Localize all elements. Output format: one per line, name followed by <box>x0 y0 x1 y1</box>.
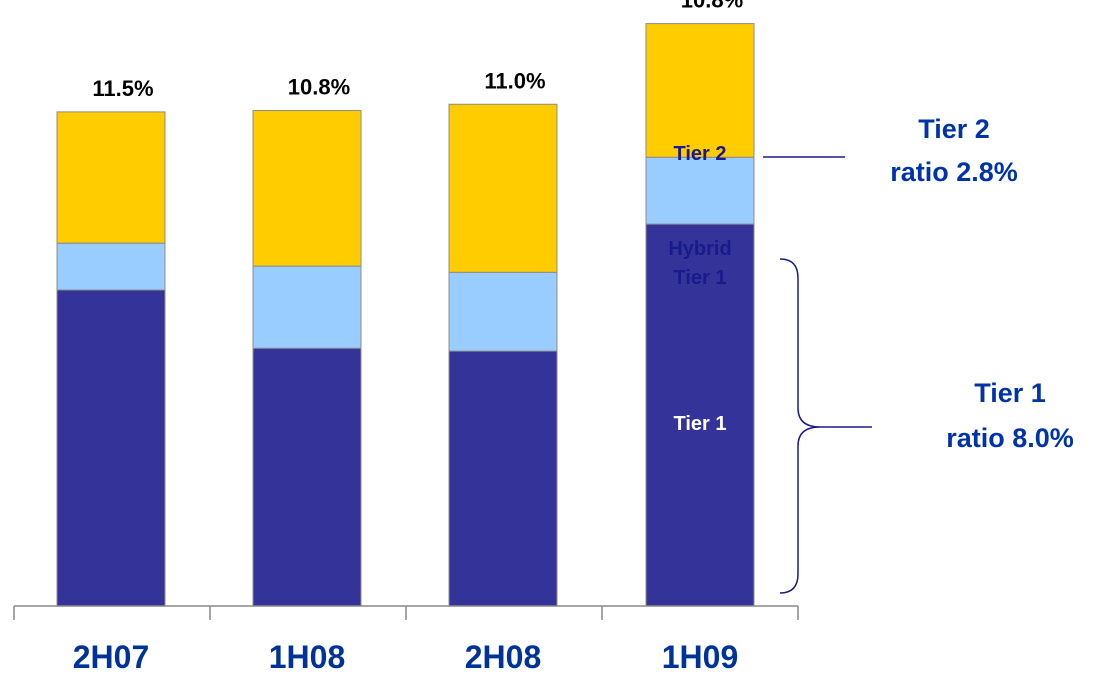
bar-segment-tier2-2h07 <box>56 111 166 244</box>
category-labels: 2H07 1H08 2H08 1H09 <box>73 639 739 675</box>
bar-segment-hybrid-tier1-2h07 <box>56 242 166 291</box>
bars-group <box>56 23 755 607</box>
segment-label-tier2: Tier 2 <box>674 143 727 165</box>
category-label-1h09: 1H09 <box>662 639 739 675</box>
tier1-brace <box>779 258 872 594</box>
category-label-2h07: 2H07 <box>73 639 150 675</box>
total-label-1h09: 10.8% <box>681 0 743 13</box>
bar-segment-hybrid-tier1-2h08 <box>448 271 558 352</box>
bar-segment-hybrid-tier1-1h09 <box>645 156 755 225</box>
category-label-2h08: 2H08 <box>465 639 542 675</box>
tier1-annotation-line1: Tier 1 <box>974 378 1046 408</box>
tier2-annotation-line1: Tier 2 <box>918 114 990 144</box>
tier2-annotation-line2: ratio 2.8% <box>890 157 1018 187</box>
segment-label-hybrid-line2: Tier 1 <box>674 267 727 289</box>
x-axis <box>13 605 799 620</box>
bar-segment-tier1-1h09 <box>645 223 755 607</box>
bar-segment-tier1-1h08 <box>252 347 362 607</box>
tier1-annotation-line2: ratio 8.0% <box>946 423 1074 453</box>
total-labels: 11.5% 10.8% 11.0% 10.8% <box>92 0 743 101</box>
bar-segment-tier1-2h07 <box>56 289 166 607</box>
category-label-1h08: 1H08 <box>269 639 346 675</box>
segment-label-tier1: Tier 1 <box>674 413 727 435</box>
bar-segment-tier2-1h08 <box>252 109 362 267</box>
segment-label-hybrid-line1: Hybrid <box>668 238 731 260</box>
total-label-1h08: 10.8% <box>288 74 350 99</box>
total-label-2h07: 11.5% <box>92 76 153 101</box>
bar-segment-tier2-2h08 <box>448 103 558 273</box>
bar-segment-tier1-2h08 <box>448 350 558 607</box>
total-label-2h08: 11.0% <box>484 68 545 93</box>
bar-segment-hybrid-tier1-1h08 <box>252 265 362 349</box>
bar-segment-tier2-1h09 <box>645 23 755 158</box>
